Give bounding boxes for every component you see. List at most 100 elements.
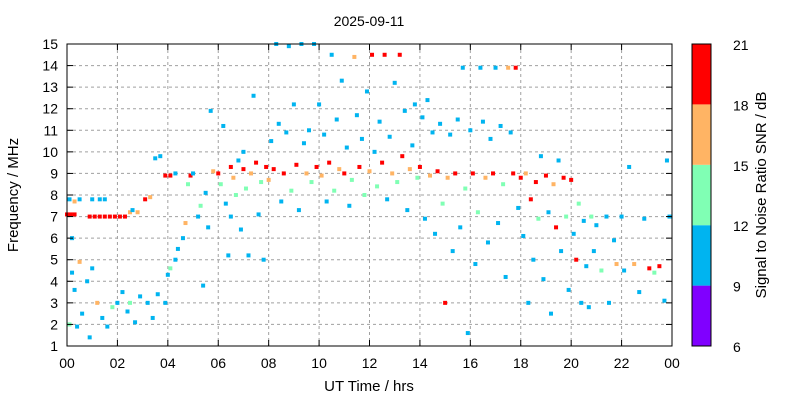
data-point — [599, 268, 604, 273]
y-tick-label: 5 — [50, 252, 58, 268]
x-tick-label: 14 — [412, 355, 428, 371]
data-point — [364, 89, 369, 94]
data-point — [556, 158, 561, 163]
data-point — [521, 233, 526, 238]
data-point — [511, 171, 516, 176]
data-point — [435, 169, 440, 174]
data-point — [503, 274, 508, 279]
data-point — [372, 149, 377, 154]
data-point — [87, 214, 92, 219]
data-point — [627, 164, 632, 169]
data-point — [153, 156, 158, 161]
colorbar-bin — [692, 164, 711, 226]
data-point — [415, 175, 420, 180]
data-point — [158, 154, 163, 159]
data-point — [254, 160, 259, 165]
y-tick-label: 1 — [50, 338, 58, 354]
x-tick-label: 20 — [563, 355, 579, 371]
data-point — [559, 249, 564, 254]
data-point — [322, 132, 327, 137]
y-tick-label: 6 — [50, 230, 58, 246]
data-point — [523, 171, 528, 176]
data-point — [163, 173, 168, 178]
colorbar-bin — [692, 225, 711, 286]
data-point — [130, 208, 135, 213]
data-point — [407, 167, 412, 172]
data-point — [397, 52, 402, 57]
data-point — [380, 160, 385, 165]
data-point — [518, 175, 523, 180]
data-point — [128, 210, 133, 215]
y-tick-label: 12 — [42, 101, 58, 117]
data-point — [516, 205, 521, 210]
data-point — [564, 214, 569, 219]
data-point — [642, 216, 647, 221]
data-point — [473, 262, 478, 267]
x-tick-label: 02 — [110, 355, 126, 371]
data-point — [309, 180, 314, 185]
data-point — [450, 249, 455, 254]
data-point — [228, 164, 233, 169]
data-point — [329, 52, 334, 57]
data-point — [488, 136, 493, 141]
data-point — [296, 208, 301, 213]
data-point — [551, 182, 556, 187]
data-point — [122, 214, 127, 219]
data-point — [475, 210, 480, 215]
data-point — [478, 65, 483, 70]
data-point — [402, 108, 407, 113]
data-point — [443, 300, 448, 305]
data-point — [470, 171, 475, 176]
data-point — [382, 52, 387, 57]
data-point — [385, 197, 390, 202]
data-point — [206, 225, 211, 230]
data-point — [281, 171, 286, 176]
data-point — [455, 117, 460, 122]
data-point — [72, 212, 77, 217]
data-point — [347, 203, 352, 208]
data-point — [87, 335, 92, 340]
data-point — [395, 180, 400, 185]
data-point — [647, 266, 652, 271]
data-point — [430, 130, 435, 135]
data-point — [72, 287, 77, 292]
data-point — [294, 162, 299, 167]
x-tick-label: 22 — [614, 355, 630, 371]
y-tick-label: 13 — [42, 79, 58, 95]
data-point — [284, 130, 289, 135]
data-point — [125, 309, 130, 314]
data-point — [211, 169, 216, 174]
x-tick-label: 04 — [160, 355, 176, 371]
data-point — [191, 171, 196, 176]
data-point — [448, 132, 453, 137]
data-point — [433, 231, 438, 236]
data-point — [554, 225, 559, 230]
data-point — [196, 214, 201, 219]
data-point — [67, 197, 72, 202]
data-point — [619, 214, 624, 219]
data-point — [80, 311, 85, 316]
data-point — [531, 257, 536, 262]
data-point — [112, 214, 117, 219]
data-point — [150, 315, 155, 320]
data-point — [425, 98, 430, 103]
data-point — [221, 123, 226, 128]
data-point — [102, 214, 107, 219]
data-point — [664, 158, 669, 163]
data-point — [468, 128, 473, 133]
data-point — [120, 290, 125, 295]
data-point — [480, 119, 485, 124]
data-point — [231, 175, 236, 180]
data-point — [266, 177, 271, 182]
data-point — [72, 199, 77, 204]
data-point — [463, 186, 468, 191]
data-point — [226, 253, 231, 258]
y-tick-label: 4 — [50, 273, 58, 289]
data-point — [92, 214, 97, 219]
data-point — [68, 212, 73, 217]
data-point — [483, 175, 488, 180]
data-point — [183, 221, 188, 226]
y-tick-label: 3 — [50, 295, 58, 311]
data-point — [289, 188, 294, 193]
